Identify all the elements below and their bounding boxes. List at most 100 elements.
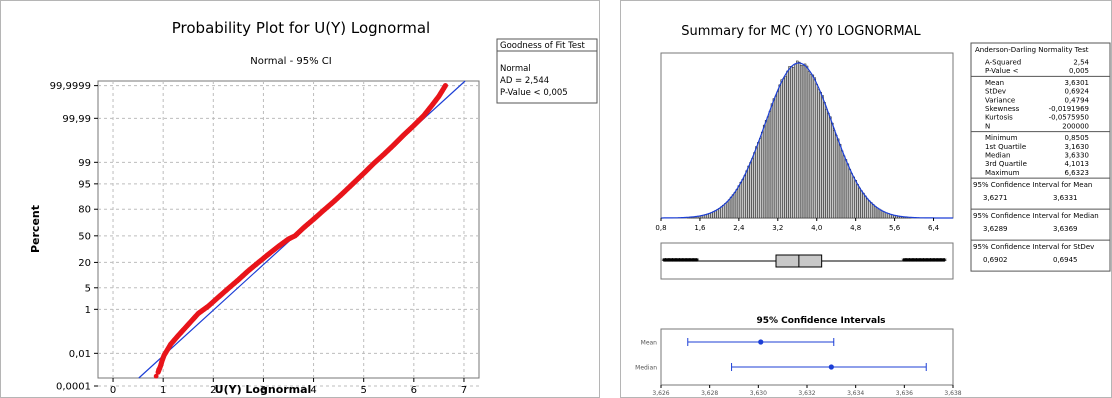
stats-label: Mean bbox=[985, 79, 1004, 87]
outlier-marker: * bbox=[918, 257, 922, 266]
stats-header: Anderson-Darling Normality Test bbox=[975, 46, 1089, 54]
outlier-marker: * bbox=[664, 257, 668, 266]
histogram-bar bbox=[844, 159, 848, 219]
outlier-marker: * bbox=[686, 257, 690, 266]
histogram-bar bbox=[749, 162, 752, 219]
stats-value: 3,6301 bbox=[1065, 79, 1090, 87]
boxplot: ****************************************… bbox=[661, 254, 947, 268]
histogram-bar bbox=[718, 208, 721, 219]
outlier-marker: * bbox=[904, 257, 908, 266]
hist-x-tick-label: 2,4 bbox=[733, 224, 745, 232]
ci-x-tick-label: 3,634 bbox=[847, 390, 864, 397]
x-tick-label: 5 bbox=[361, 385, 367, 396]
histogram-bar bbox=[735, 189, 739, 219]
ci-x-tick-label: 3,638 bbox=[944, 390, 961, 397]
y-tick-label: 1 bbox=[85, 305, 91, 316]
outlier-marker: * bbox=[932, 257, 936, 266]
histogram-bar bbox=[833, 130, 836, 219]
ci-point bbox=[828, 364, 834, 370]
outlier-marker: * bbox=[662, 257, 666, 266]
graphical-summary-panel: Summary for MC (Y) Y0 LOGNORMAL 0,8 1,6 2,… bbox=[620, 0, 1112, 398]
stats-value: 0,005 bbox=[1069, 67, 1089, 75]
histogram-bar bbox=[790, 66, 793, 219]
y-tick-label: 20 bbox=[78, 258, 91, 269]
histogram-bar bbox=[788, 66, 791, 219]
outlier-marker: * bbox=[675, 257, 679, 266]
stats-label: Minimum bbox=[985, 134, 1018, 142]
histogram-bar bbox=[768, 110, 772, 219]
outlier-marker: * bbox=[935, 257, 939, 266]
histogram-bar bbox=[819, 91, 822, 219]
stats-label: StDev bbox=[985, 88, 1006, 96]
x-tick-label: 3 bbox=[260, 385, 266, 396]
outlier-marker: * bbox=[674, 257, 678, 266]
stats-value: 0,6945 bbox=[1053, 256, 1078, 264]
outlier-marker: * bbox=[933, 257, 937, 266]
hist-x-tick-label: 4,0 bbox=[811, 224, 822, 232]
outlier-marker: * bbox=[667, 257, 671, 266]
outlier-marker: * bbox=[938, 257, 942, 266]
histogram-bar bbox=[827, 112, 830, 219]
histogram-bar bbox=[809, 74, 813, 219]
histogram-bar bbox=[739, 181, 743, 219]
y-tick-label: 5 bbox=[85, 283, 91, 294]
outlier-marker: * bbox=[675, 257, 679, 266]
hist-x-tick-label: 0,8 bbox=[655, 224, 666, 232]
histogram-bar bbox=[743, 175, 746, 219]
outlier-marker: * bbox=[684, 257, 688, 266]
histogram-bar bbox=[834, 134, 838, 219]
histogram-bar bbox=[838, 144, 842, 219]
outlier-marker: * bbox=[664, 257, 668, 266]
histogram-bar bbox=[862, 192, 865, 219]
outlier-marker: * bbox=[910, 257, 914, 266]
stats-value: 3,1630 bbox=[1065, 143, 1090, 151]
outlier-marker: * bbox=[915, 257, 919, 266]
outlier-marker: * bbox=[926, 257, 930, 266]
histogram-bar bbox=[757, 142, 760, 219]
legend-pvalue: P-Value < 0,005 bbox=[500, 88, 568, 98]
histogram-bar bbox=[776, 91, 780, 219]
histogram-bar bbox=[868, 200, 871, 219]
outlier-marker: * bbox=[931, 257, 935, 266]
outlier-marker: * bbox=[909, 257, 913, 266]
histogram-bar bbox=[782, 78, 785, 219]
outlier-marker: * bbox=[688, 257, 692, 266]
data-points bbox=[153, 83, 449, 379]
stats-table: Anderson-Darling Normality Test A-Squared… bbox=[970, 42, 1111, 272]
x-tick-label: 2 bbox=[210, 385, 216, 396]
stats-value: 0,6924 bbox=[1065, 88, 1090, 96]
histogram-bar bbox=[722, 204, 725, 219]
histogram-bar bbox=[796, 60, 799, 219]
outlier-marker: * bbox=[680, 257, 684, 266]
y-tick-label: 99,99 bbox=[62, 114, 91, 125]
outlier-marker: * bbox=[684, 257, 688, 266]
histogram-bar bbox=[799, 65, 803, 219]
legend-box: Goodness of Fit Test Normal AD = 2,544 P… bbox=[496, 38, 598, 104]
outlier-marker: * bbox=[917, 257, 921, 266]
outlier-marker: * bbox=[682, 257, 686, 266]
outlier-marker: * bbox=[687, 257, 691, 266]
outlier-marker: * bbox=[689, 257, 693, 266]
outlier-marker: * bbox=[670, 257, 674, 266]
outlier-marker: * bbox=[685, 257, 689, 266]
stats-header: 95% Confidence Interval for Mean bbox=[973, 181, 1092, 189]
histogram-bar bbox=[770, 103, 774, 219]
histogram-bar bbox=[784, 76, 787, 219]
data-point bbox=[442, 83, 449, 89]
ci-x-tick-label: 3,632 bbox=[798, 390, 815, 397]
outlier-marker: * bbox=[928, 257, 932, 266]
outlier-marker: * bbox=[687, 257, 691, 266]
histogram-bar bbox=[801, 65, 805, 219]
outlier-marker: * bbox=[679, 257, 683, 266]
x-tick-label: 7 bbox=[461, 385, 467, 396]
outlier-marker: * bbox=[694, 257, 698, 266]
outlier-marker: * bbox=[901, 257, 905, 266]
histogram-bar bbox=[860, 190, 863, 219]
outlier-marker: * bbox=[666, 257, 670, 266]
ci-title: 95% Confidence Intervals bbox=[756, 316, 885, 326]
outlier-marker: * bbox=[689, 257, 693, 266]
histogram-bar bbox=[875, 207, 879, 219]
outlier-marker: * bbox=[937, 257, 941, 266]
outlier-marker: * bbox=[693, 257, 697, 266]
x-axis-label: U(Y) Lognormal bbox=[215, 383, 312, 396]
